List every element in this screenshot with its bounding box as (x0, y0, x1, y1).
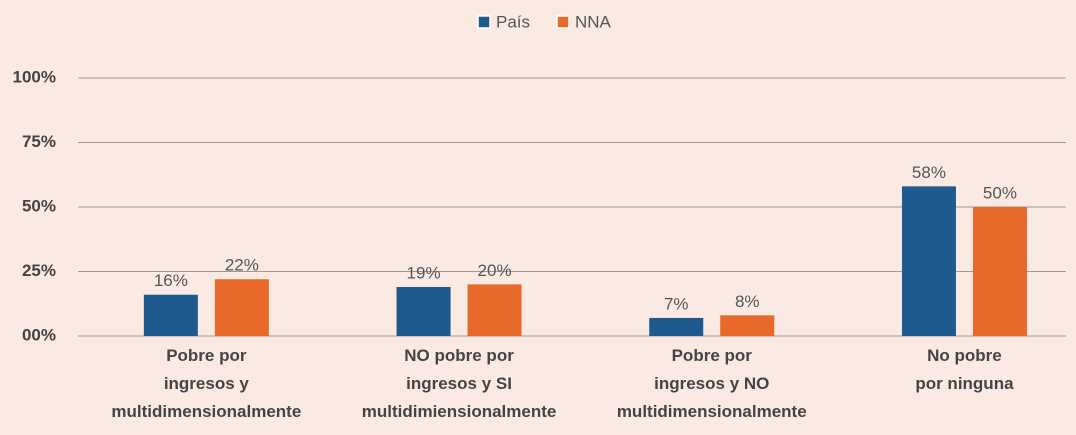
data-label: 7% (664, 294, 689, 313)
y-tick-label: 25% (22, 261, 56, 280)
x-tick-label: NO pobre por ingresos y SI multidimiensi… (361, 346, 557, 421)
legend-swatch (477, 15, 491, 29)
data-label: 16% (154, 271, 188, 290)
bar (396, 286, 451, 336)
bar (720, 315, 775, 336)
legend-label: NNA (575, 12, 612, 31)
y-tick-label: 100% (13, 67, 56, 86)
bar (143, 294, 198, 336)
y-tick-label: 75% (22, 132, 56, 151)
y-tick-label: 50% (22, 196, 56, 215)
data-label: 58% (912, 163, 946, 182)
x-tick-label: No pobre por ninguna (915, 346, 1014, 393)
legend-label: País (496, 12, 530, 31)
bar (972, 207, 1027, 336)
bar (214, 279, 269, 336)
data-label: 22% (225, 256, 259, 275)
y-tick-label: 00% (22, 325, 56, 344)
data-label: 19% (407, 263, 441, 282)
legend-swatch (556, 15, 570, 29)
x-tick-label: Pobre por ingresos y NO multidimensional… (616, 346, 807, 421)
data-label: 8% (735, 292, 760, 311)
bar (901, 186, 956, 336)
bar (467, 284, 522, 336)
x-tick-label: Pobre por ingresos y multidimensionalmen… (111, 346, 302, 421)
data-label: 20% (478, 261, 512, 280)
data-label: 50% (983, 183, 1017, 202)
bar (649, 317, 704, 336)
